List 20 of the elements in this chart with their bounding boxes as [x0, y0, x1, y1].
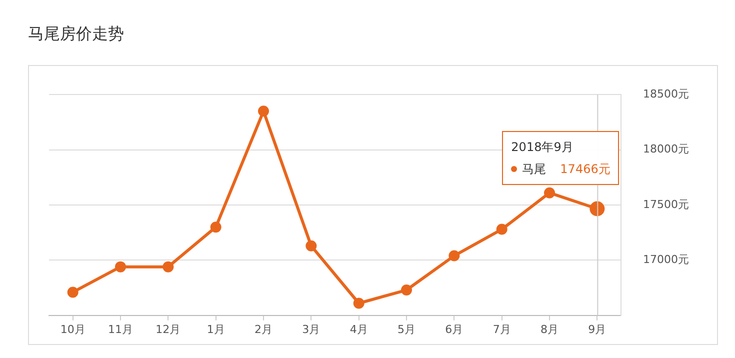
data-label: 17466元	[560, 162, 610, 176]
y-tick-label: 18000元	[643, 142, 690, 156]
x-tick-label: 8月	[540, 322, 559, 336]
x-tick-label: 7月	[492, 322, 511, 336]
x-tick-label: 10月	[60, 322, 86, 336]
x-tick-label: 5月	[398, 322, 416, 336]
x-tick-label: 4月	[350, 322, 368, 336]
y-tick-label: 18500元	[643, 87, 690, 100]
annotation: 2018年9月	[511, 138, 574, 156]
y-tick-label: 17500元	[643, 198, 690, 211]
x-tick-label: 9月	[588, 322, 606, 336]
x-tick-label: 11月	[108, 322, 133, 336]
legend-label: 马尾	[522, 162, 546, 176]
x-tick-label: 3月	[302, 322, 320, 336]
x-tick-label: 1月	[206, 322, 225, 336]
chart-title: 马尾房价走势	[28, 24, 124, 45]
x-tick-label: 6月	[445, 322, 464, 336]
y-tick-label: 17000元	[643, 253, 690, 266]
x-tick-label: 2月	[254, 322, 273, 336]
x-tick-label: 12月	[156, 322, 181, 336]
